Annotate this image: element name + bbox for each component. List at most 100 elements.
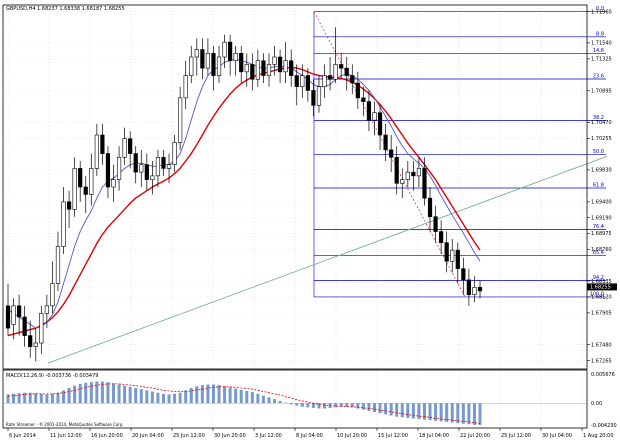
candle-body [244, 64, 249, 73]
ma-slow-line [7, 66, 481, 337]
macd-histogram-bar [134, 388, 138, 404]
fib-level-label: 50.0 [593, 149, 604, 155]
price-axis-label: 1.70255 [591, 136, 612, 142]
candle-body [461, 268, 466, 281]
candle-body [205, 52, 211, 69]
macd-histogram-bar [472, 403, 476, 425]
trendline-segment [47, 155, 608, 364]
macd-histogram-bar [256, 393, 260, 404]
macd-histogram-bar [317, 403, 321, 409]
price-axis-label: 1.68975 [591, 231, 612, 237]
macd-histogram-bar [12, 393, 16, 404]
candle-body [105, 153, 111, 188]
candle-body [427, 197, 433, 218]
candle-body [194, 49, 199, 58]
price-axis-label: 1.71960 [591, 9, 612, 15]
candle-body [300, 75, 305, 88]
macd-histogram-bar [334, 403, 338, 408]
price-axis-label: 1.69400 [591, 200, 612, 206]
macd-histogram-bar [467, 403, 471, 425]
macd-histogram-bar [189, 388, 193, 404]
macd-histogram-bar [267, 397, 271, 404]
macd-histogram-bar [67, 388, 71, 404]
candle-body [394, 156, 399, 184]
candle-body [144, 164, 149, 180]
macd-axis-label: 0.00 [591, 401, 602, 407]
candle-body [122, 138, 127, 158]
macd-histogram-bar [300, 403, 304, 407]
price-axis-label: 1.70895 [591, 89, 612, 95]
candle-body [200, 49, 205, 69]
symbol-info: GBPUSD,H4 1.68237 1.68338 1.68187 1.6825… [6, 6, 125, 12]
macd-histogram-bar [367, 403, 371, 411]
macd-histogram-bar [450, 403, 454, 423]
macd-histogram-bar [73, 385, 77, 404]
macd-histogram-bar [156, 392, 160, 404]
macd-histogram-bar [350, 403, 354, 408]
axis-labels: 1.71960 1.71540 1.71325 1.70895 1.70470 1.702… [7, 9, 617, 439]
time-axis-label: 6 Jun 2014 [9, 433, 36, 439]
price-axis-label: 1.68120 [591, 295, 612, 301]
candle-body [17, 305, 22, 318]
candle-body [22, 316, 27, 336]
copyright-text: Rate Streamer - ® 2001-2014, MetaQuotes … [6, 422, 124, 427]
candle-body [55, 246, 61, 284]
macd-histogram-bar [445, 403, 449, 422]
time-axis-label: 10 Jul 20:00 [337, 433, 367, 439]
candle-body [416, 168, 422, 177]
time-axis-label: 3 Jul 12:00 [255, 433, 282, 439]
candle-body [83, 186, 88, 195]
macd-histogram-bar [356, 403, 360, 409]
macd-histogram-bar [400, 403, 404, 418]
candle-body [50, 283, 55, 307]
time-axis-label: 25 Jul 12:00 [501, 433, 531, 439]
macd-axis-label: 0.005676 [591, 372, 615, 378]
fib-level-label: 85.4 [593, 250, 604, 256]
macd-histogram-bar [173, 393, 177, 404]
price-axis-label: 1.68335 [591, 279, 612, 285]
candle-body [277, 56, 283, 73]
candle-body [150, 175, 155, 180]
macd-histogram-bar [17, 393, 21, 404]
macd-histogram-bar [45, 394, 49, 404]
candle-body [61, 201, 66, 247]
fib-level-label: 23.6 [593, 74, 604, 80]
fib-level-label: 38.2 [593, 115, 604, 121]
candle-body [422, 168, 427, 199]
macd-histogram-bar [6, 394, 10, 404]
macd-histogram-bar [384, 403, 388, 415]
candle-body [316, 86, 322, 106]
macd-histogram-bar [345, 403, 349, 407]
macd-histogram-bar [372, 403, 376, 413]
candle-body [439, 231, 444, 244]
candle-body [239, 52, 244, 73]
macd-histogram-bar [161, 393, 165, 404]
candle-body [233, 52, 238, 62]
trendline[interactable] [47, 155, 608, 364]
macd-histogram-bar [62, 390, 66, 404]
price-axis-label: 1.69830 [591, 168, 612, 174]
macd-histogram-bar [395, 403, 399, 417]
candle-body [128, 138, 133, 154]
macd-histogram-bar [195, 386, 199, 404]
candle-body [100, 134, 105, 154]
candle-body [400, 179, 405, 184]
candle-body [305, 75, 310, 91]
candle-body [66, 201, 72, 210]
candle-body [344, 67, 349, 76]
macd-histogram-bar [461, 403, 465, 424]
candle-body [261, 60, 266, 76]
macd-histogram-bar [289, 403, 293, 405]
candle-body [455, 249, 460, 270]
macd-histogram-bar [117, 384, 121, 404]
moving-averages [7, 58, 481, 337]
candle-body [178, 97, 183, 143]
macd-histogram-bar [128, 386, 132, 404]
macd-histogram-bar [200, 385, 204, 404]
candle-body [477, 286, 483, 292]
macd-histogram-bar [23, 392, 27, 404]
macd-signal-line [7, 383, 481, 425]
current-price-marker [587, 283, 617, 291]
